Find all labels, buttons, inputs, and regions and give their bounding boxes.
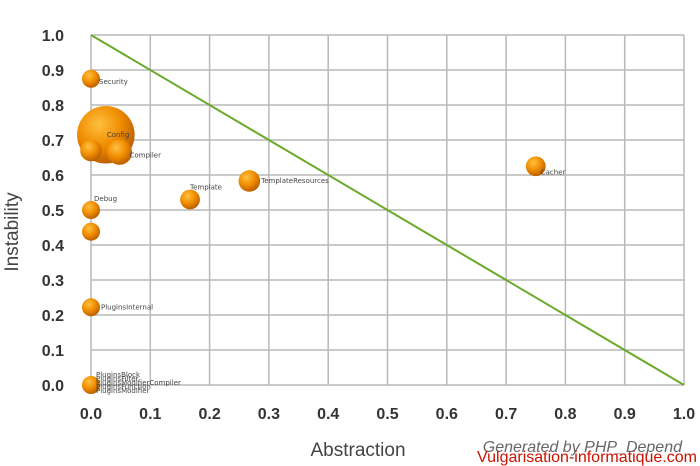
- tick-labels: 0.0 0.1 0.2 0.3 0.4 0.5 0.6 0.7 0.8 0.9 1.0 0.0 0.1 0…: [42, 28, 695, 423]
- x-tick-label: 0.5: [376, 406, 398, 423]
- x-axis-title: Abstraction: [310, 440, 405, 461]
- x-tick-label: 0.6: [436, 406, 458, 423]
- point-label: TemplateResources: [260, 177, 329, 185]
- data-point: [525, 156, 546, 177]
- data-point: [238, 170, 261, 192]
- y-tick-label: 0.2: [42, 308, 64, 325]
- x-tick-label: 1.0: [673, 406, 695, 423]
- data-point: [106, 139, 133, 165]
- point-label: PluginsFunction: [96, 383, 151, 391]
- point-label: PluginsBlock: [96, 371, 141, 379]
- main-sequence-line: [90, 34, 685, 386]
- point-label: PluginsInternal: [101, 303, 153, 311]
- x-tick-label: 0.9: [614, 406, 636, 423]
- data-point: [82, 376, 100, 394]
- y-tick-label: 0.4: [42, 238, 64, 255]
- x-tick-label: 0.2: [198, 406, 220, 423]
- y-tick-label: 0.6: [42, 168, 64, 185]
- y-axis-title: Instability: [2, 192, 23, 272]
- x-tick-label: 0.1: [139, 406, 161, 423]
- point-label: PluginsModifierCompiler: [96, 379, 181, 387]
- point-label: Template: [189, 184, 222, 192]
- point-label: Config: [107, 131, 129, 139]
- y-tick-label: 0.8: [42, 98, 64, 115]
- data-point: [82, 69, 100, 88]
- watermark: Vulgarisation-informatique.com: [477, 449, 697, 466]
- data-points: [77, 69, 546, 394]
- x-tick-label: 0.7: [495, 406, 517, 423]
- y-tick-label: 0.1: [42, 343, 64, 360]
- point-label: PluginsFilter: [96, 375, 139, 383]
- point-labels: Security Config Compiler Template TemplateRe…: [94, 78, 566, 395]
- y-tick-label: 1.0: [42, 28, 64, 45]
- x-tick-label: 0.8: [554, 406, 576, 423]
- credit-text: Generated by PHP_Depend: [483, 439, 683, 456]
- point-label: Security: [99, 78, 128, 86]
- point-label: Debug: [94, 195, 117, 203]
- y-tick-label: 0.9: [42, 63, 64, 80]
- y-tick-label: 0.7: [42, 133, 64, 150]
- point-label: Cacher: [541, 168, 566, 176]
- data-point: [80, 139, 102, 162]
- grid: [90, 34, 685, 386]
- data-point: [82, 222, 100, 241]
- point-label: Compiler: [129, 151, 161, 159]
- data-point: [180, 189, 200, 210]
- x-tick-label: 0.3: [258, 406, 280, 423]
- point-label: PluginsModifier: [96, 387, 150, 395]
- data-point: [82, 298, 100, 317]
- y-tick-label: 0.5: [42, 203, 64, 220]
- y-tick-label: 0.3: [42, 273, 64, 290]
- data-point: [82, 201, 100, 219]
- x-tick-label: 0.0: [80, 406, 102, 423]
- x-tick-label: 0.4: [317, 406, 339, 423]
- y-tick-label: 0.0: [42, 378, 64, 395]
